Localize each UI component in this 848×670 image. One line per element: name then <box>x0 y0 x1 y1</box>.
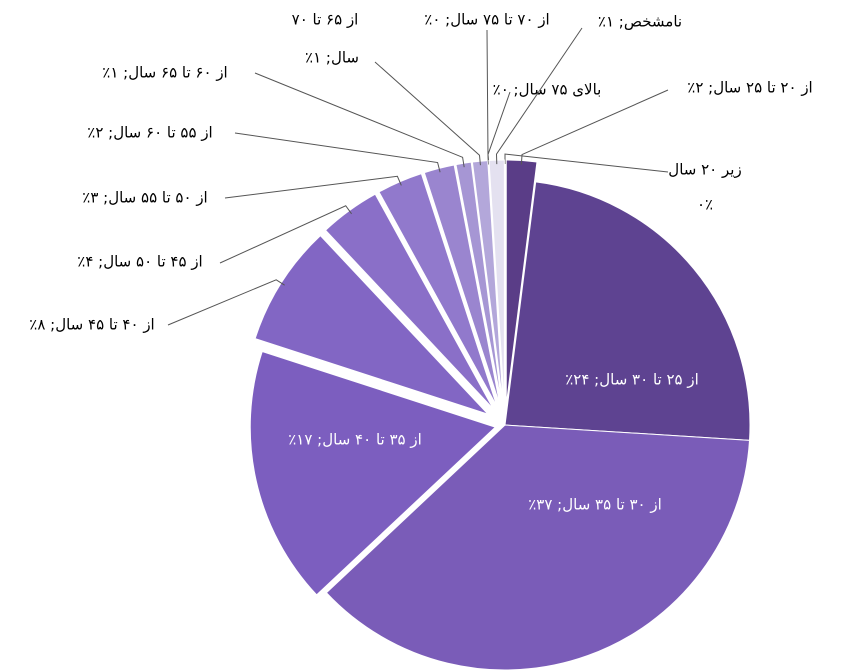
slice-label: از ۶۰ تا ۶۵ سال; ۱٪ <box>102 64 227 82</box>
slice-label: از ۴۰ تا ۴۵ سال; ۸٪ <box>29 316 154 334</box>
leader-line <box>224 175 402 199</box>
slice-label: از ۵۰ تا ۵۵ سال; ۳٪ <box>82 189 207 207</box>
slice-label: از ۶۵ تا ۷۰ <box>292 11 359 29</box>
pie-slice <box>325 424 751 670</box>
leader-line <box>234 132 441 173</box>
slice-label: از ۲۰ تا ۲۵ سال; ۲٪ <box>687 79 812 97</box>
leader-line <box>495 27 583 165</box>
leader-line <box>374 61 481 166</box>
slice-label: ۰٪ <box>697 196 713 214</box>
leader-line <box>487 91 511 165</box>
slice-label: زیر ۲۰ سال <box>668 161 741 179</box>
slice-label: سال; ۱٪ <box>305 49 359 67</box>
leader-line <box>486 29 490 165</box>
leader-line <box>167 279 285 326</box>
slice-label: از ۴۵ تا ۵۰ سال; ۴٪ <box>77 253 202 271</box>
slice-label: از ۵۵ تا ۶۰ سال; ۲٪ <box>87 124 212 142</box>
slice-label: بالای ۷۵ سال; ۰٪ <box>493 81 602 99</box>
pie-slice <box>249 350 497 596</box>
leader-line <box>504 153 669 173</box>
leader-line <box>520 89 669 165</box>
slice-label: از ۳۰ تا ۳۵ سال; ۳۷٪ <box>528 496 662 514</box>
leader-line <box>254 72 465 168</box>
slice-label: از ۷۰ تا ۷۵ سال; ۰٪ <box>424 11 549 29</box>
slice-label: از ۲۵ تا ۳۰ سال; ۲۴٪ <box>565 371 699 389</box>
slice-label: نامشخص; ۱٪ <box>598 13 682 31</box>
slice-label: از ۳۵ تا ۴۰ سال; ۱۷٪ <box>288 431 422 449</box>
pie-slice <box>504 181 751 441</box>
leader-line <box>219 205 352 264</box>
